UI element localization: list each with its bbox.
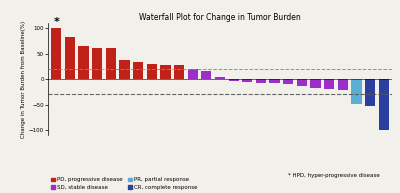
Text: * HPD, hyper-progressive disease: * HPD, hyper-progressive disease <box>288 173 380 178</box>
Bar <box>365 79 375 106</box>
Bar <box>338 79 348 90</box>
Bar <box>297 79 307 86</box>
Bar <box>215 77 225 79</box>
Bar <box>106 48 116 79</box>
Bar <box>160 65 170 79</box>
Title: Waterfall Plot for Change in Tumor Burden: Waterfall Plot for Change in Tumor Burde… <box>139 13 301 22</box>
Bar <box>351 79 362 104</box>
Bar <box>78 46 89 79</box>
Bar <box>119 60 130 79</box>
Text: *: * <box>53 17 59 27</box>
Bar <box>201 71 212 79</box>
Y-axis label: Change in Tumor Burden from Baseline(%): Change in Tumor Burden from Baseline(%) <box>21 21 26 138</box>
Legend: PD, progressive disease, SD, stable disease, PR, partial response, CR, complete : PD, progressive disease, SD, stable dise… <box>51 177 198 190</box>
Bar <box>270 79 280 83</box>
Bar <box>310 79 321 88</box>
Bar <box>92 48 102 79</box>
Bar <box>133 62 143 79</box>
Bar <box>242 79 252 82</box>
Bar <box>256 79 266 83</box>
Bar <box>228 79 239 81</box>
Bar <box>147 64 157 79</box>
Bar <box>174 65 184 79</box>
Bar <box>51 28 61 79</box>
Bar <box>283 79 293 84</box>
Bar <box>324 79 334 89</box>
Bar <box>65 37 75 79</box>
Bar <box>379 79 389 130</box>
Bar <box>188 69 198 79</box>
